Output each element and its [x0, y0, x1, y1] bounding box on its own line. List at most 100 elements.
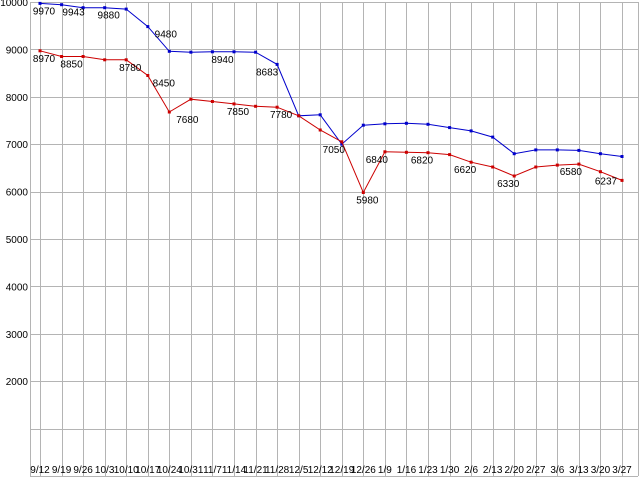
series-blue-marker [275, 62, 279, 66]
x-tick-label: 11/21 [243, 465, 268, 476]
series-blue-marker [620, 155, 624, 158]
data-label: 9943 [62, 8, 85, 19]
series-red-marker [318, 128, 322, 132]
series-red-marker [340, 140, 344, 144]
series-red-marker [254, 104, 258, 108]
series-red-marker [534, 165, 538, 169]
series-red-marker [383, 150, 387, 154]
series-red-marker [297, 114, 301, 118]
x-tick-label: 11/7 [203, 465, 222, 476]
x-tick-label: 3/6 [550, 465, 564, 476]
series-red-marker [620, 178, 624, 182]
series-blue-marker [426, 122, 430, 126]
series-red-line [39, 50, 623, 194]
series-blue-marker [448, 126, 452, 130]
y-tick-label: 10000 [0, 0, 28, 9]
y-tick-label: 5000 [6, 235, 29, 246]
series-blue-marker [103, 6, 107, 10]
x-tick-label: 10/3 [95, 465, 115, 476]
data-label: 7780 [270, 110, 293, 121]
y-tick-label: 9000 [6, 45, 29, 56]
series-red-marker [103, 58, 107, 62]
x-tick-label: 2/20 [504, 465, 524, 476]
series-blue-marker [534, 148, 538, 152]
series-blue-marker [555, 148, 559, 152]
data-label: 9880 [98, 11, 121, 22]
series-red-marker [81, 55, 85, 58]
x-tick-label: 9/19 [52, 465, 72, 476]
series-red-marker [189, 97, 193, 101]
x-tick-label: 1/30 [440, 465, 460, 476]
series-red-marker [210, 100, 214, 103]
series-blue-marker [318, 113, 322, 117]
data-label: 8940 [211, 55, 234, 66]
y-tick-label: 2000 [6, 377, 29, 388]
series-blue-marker [167, 49, 171, 53]
series-blue-marker [383, 122, 387, 126]
x-tick-label: 1/23 [418, 465, 438, 476]
data-label: 6840 [366, 155, 389, 166]
series-red-marker [60, 55, 64, 58]
series-blue-marker [232, 50, 236, 54]
series-blue-marker [340, 142, 344, 146]
data-label: 7050 [323, 145, 346, 156]
x-tick-label: 10/17 [135, 465, 160, 476]
data-label: 6580 [560, 167, 583, 178]
series-blue-marker [404, 121, 408, 125]
x-tick-label: 12/12 [308, 465, 333, 476]
x-tick-label: 9/26 [73, 465, 93, 476]
series-red-marker [232, 102, 236, 106]
data-label: 9970 [33, 6, 56, 17]
series-red-marker [124, 58, 128, 62]
series-red-marker [275, 105, 279, 109]
x-tick-label: 1/16 [397, 465, 417, 476]
y-tick-label: 6000 [6, 188, 29, 199]
data-label: 8850 [60, 60, 83, 71]
series-blue-marker [81, 6, 85, 10]
series-blue-marker [38, 1, 42, 5]
series-red-marker [555, 163, 559, 167]
x-tick-label: 12/26 [351, 465, 376, 476]
x-tick-label: 3/20 [591, 465, 611, 476]
x-tick-label: 11/28 [265, 465, 290, 476]
data-label: 6820 [411, 156, 434, 167]
y-tick-label: 8000 [6, 93, 29, 104]
data-label: 8450 [153, 78, 176, 89]
series-red-marker [448, 153, 452, 157]
series-blue-marker [146, 25, 150, 29]
x-tick-label: 2/6 [464, 465, 478, 476]
data-label: 8780 [119, 63, 142, 74]
series-blue-marker [60, 3, 64, 7]
data-label: 6237 [595, 176, 618, 187]
x-tick-label: 10/31 [178, 465, 203, 476]
series-red-marker [38, 49, 42, 53]
x-tick-label: 11/14 [222, 465, 247, 476]
data-label: 6330 [497, 179, 520, 190]
series-red-marker [577, 162, 581, 166]
x-tick-label: 2/13 [483, 465, 503, 476]
series-red-marker [404, 150, 408, 154]
x-tick-label: 1/9 [378, 465, 392, 476]
series-blue-marker [469, 129, 473, 133]
series-blue-marker [254, 50, 258, 54]
x-tick-label: 12/5 [289, 465, 309, 476]
series-blue-line [39, 2, 623, 157]
x-tick-label: 9/12 [30, 465, 50, 476]
data-label: 9480 [155, 30, 178, 41]
series-blue-marker [598, 152, 602, 156]
series-red-marker [512, 174, 516, 178]
x-tick-label: 3/13 [569, 465, 589, 476]
data-label: 5980 [356, 196, 379, 207]
series-blue-marker [124, 7, 128, 11]
series-red-marker [491, 165, 495, 169]
series-red-marker [361, 191, 365, 194]
y-tick-label: 7000 [6, 140, 29, 151]
series-blue-marker [512, 152, 516, 156]
data-label: 8970 [33, 54, 56, 65]
y-tick-label: 3000 [6, 330, 29, 341]
x-tick-label: 3/27 [612, 465, 632, 476]
data-label: 6620 [454, 165, 477, 176]
x-tick-label: 10/24 [157, 465, 182, 476]
